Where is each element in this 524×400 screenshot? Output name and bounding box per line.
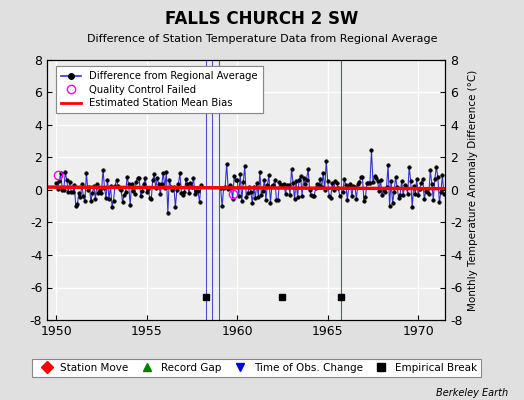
Text: Berkeley Earth: Berkeley Earth	[436, 388, 508, 398]
Text: FALLS CHURCH 2 SW: FALLS CHURCH 2 SW	[165, 10, 359, 28]
Legend: Difference from Regional Average, Quality Control Failed, Estimated Station Mean: Difference from Regional Average, Qualit…	[56, 66, 263, 113]
Y-axis label: Monthly Temperature Anomaly Difference (°C): Monthly Temperature Anomaly Difference (…	[468, 69, 478, 311]
Legend: Station Move, Record Gap, Time of Obs. Change, Empirical Break: Station Move, Record Gap, Time of Obs. C…	[32, 359, 481, 377]
Text: Difference of Station Temperature Data from Regional Average: Difference of Station Temperature Data f…	[87, 34, 437, 44]
